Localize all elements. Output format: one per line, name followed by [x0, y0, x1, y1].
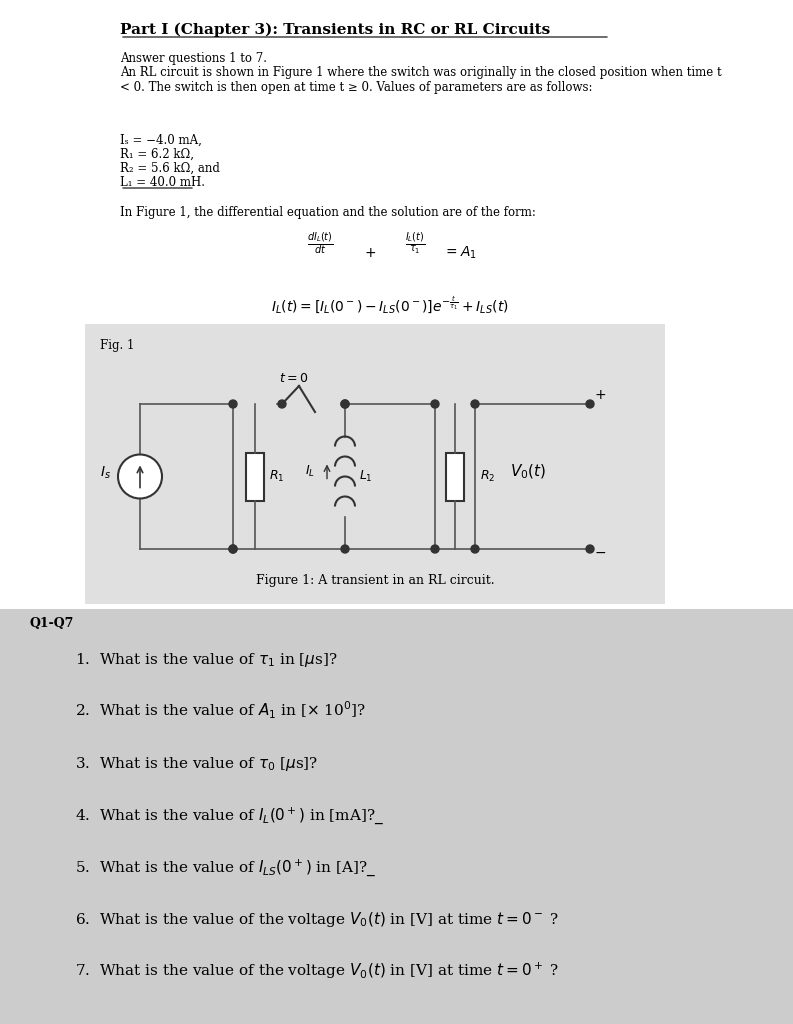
Text: $t = 0$: $t = 0$ — [279, 372, 308, 385]
Text: $I_L$: $I_L$ — [305, 464, 315, 479]
Circle shape — [229, 400, 237, 408]
Text: R₂ = 5.6 kΩ, and: R₂ = 5.6 kΩ, and — [120, 162, 220, 175]
Text: $+$: $+$ — [364, 246, 376, 260]
Text: L₁ = 40.0 mH.: L₁ = 40.0 mH. — [120, 176, 205, 189]
Text: In Figure 1, the differential equation and the solution are of the form:: In Figure 1, the differential equation a… — [120, 206, 536, 219]
Text: R₁ = 6.2 kΩ,: R₁ = 6.2 kΩ, — [120, 148, 194, 161]
Circle shape — [586, 400, 594, 408]
Text: 6.  What is the value of the voltage $V_0(t)$ in [V] at time $t = 0^-$ ?: 6. What is the value of the voltage $V_0… — [75, 910, 559, 929]
Bar — [446, 453, 464, 501]
Text: Fig. 1: Fig. 1 — [100, 339, 134, 352]
Text: +: + — [595, 388, 607, 402]
Text: $R_1$: $R_1$ — [269, 469, 285, 484]
Circle shape — [118, 455, 162, 499]
Circle shape — [471, 545, 479, 553]
Circle shape — [278, 400, 286, 408]
Text: Iₛ = −4.0 mA,: Iₛ = −4.0 mA, — [120, 134, 202, 147]
Text: 3.  What is the value of $\tau_0$ [$\mu$s]?: 3. What is the value of $\tau_0$ [$\mu$s… — [75, 755, 318, 773]
Text: 5.  What is the value of $I_{LS}(0^+)$ in [A]?$\_$: 5. What is the value of $I_{LS}(0^+)$ in… — [75, 857, 377, 879]
Circle shape — [341, 545, 349, 553]
Circle shape — [341, 400, 349, 408]
Circle shape — [229, 545, 237, 553]
Text: $\frac{dI_L(t)}{dt}$: $\frac{dI_L(t)}{dt}$ — [307, 230, 333, 257]
Circle shape — [586, 545, 594, 553]
Text: 2.  What is the value of $A_1$ in [$\times$ 10$^0$]?: 2. What is the value of $A_1$ in [$\time… — [75, 699, 366, 721]
Text: Answer questions 1 to 7.: Answer questions 1 to 7. — [120, 52, 267, 65]
Text: 4.  What is the value of $I_L(0^+)$ in [mA]?$\_$: 4. What is the value of $I_L(0^+)$ in [m… — [75, 806, 384, 826]
Circle shape — [229, 545, 237, 553]
Text: $I_L(t) = [I_L(0^-) - I_{LS}(0^-)]e^{-\frac{t}{\tau_1}} + I_{LS}(t)$: $I_L(t) = [I_L(0^-) - I_{LS}(0^-)]e^{-\f… — [271, 294, 509, 315]
Circle shape — [431, 400, 439, 408]
Circle shape — [471, 400, 479, 408]
Text: −: − — [595, 546, 607, 560]
Text: Q1-Q7: Q1-Q7 — [30, 617, 75, 630]
Bar — [85, 324, 665, 604]
Text: $I_s$: $I_s$ — [99, 465, 110, 481]
Text: Figure 1: A transient in an RL circuit.: Figure 1: A transient in an RL circuit. — [255, 574, 494, 587]
Text: $L_1$: $L_1$ — [359, 469, 373, 484]
Circle shape — [431, 545, 439, 553]
Text: $\frac{I_L(t)}{\tau_1}$: $\frac{I_L(t)}{\tau_1}$ — [405, 230, 425, 256]
Text: 7.  What is the value of the voltage $V_0(t)$ in [V] at time $t = 0^+$ ?: 7. What is the value of the voltage $V_0… — [75, 961, 559, 981]
Bar — [246, 453, 264, 501]
Text: $= A_1$: $= A_1$ — [443, 245, 477, 261]
Text: Part I (Chapter 3): Transients in RC or RL Circuits: Part I (Chapter 3): Transients in RC or … — [120, 23, 550, 37]
Bar — [0, 609, 793, 1024]
Text: 1.  What is the value of $\tau_1$ in [$\mu$s]?: 1. What is the value of $\tau_1$ in [$\m… — [75, 651, 338, 669]
Circle shape — [341, 400, 349, 408]
Text: $V_0(t)$: $V_0(t)$ — [510, 462, 546, 480]
Text: $R_2$: $R_2$ — [480, 469, 496, 484]
Text: An RL circuit is shown in Figure 1 where the switch was originally in the closed: An RL circuit is shown in Figure 1 where… — [120, 66, 722, 94]
